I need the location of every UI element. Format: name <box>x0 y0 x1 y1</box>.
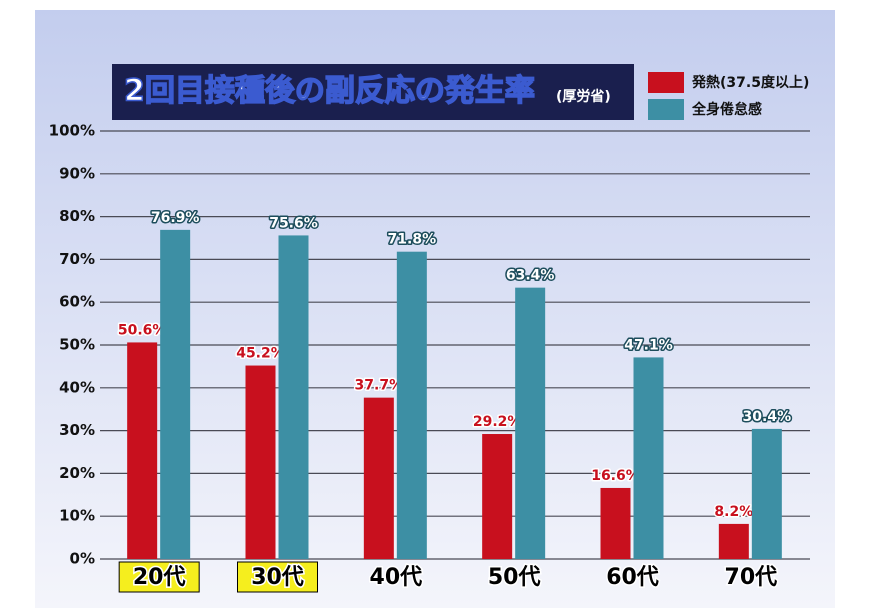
value-label: 47.1% <box>624 337 673 353</box>
chart-subtitle: (厚労省) <box>556 88 611 105</box>
legend-label: 全身倦怠感 <box>691 101 762 118</box>
y-tick-label: 90% <box>59 164 95 182</box>
bar <box>718 523 749 559</box>
x-tick-label: 60代 <box>606 565 659 590</box>
bar <box>160 229 191 560</box>
bar <box>278 235 309 559</box>
legend-swatch <box>648 72 684 93</box>
y-tick-label: 10% <box>59 507 95 525</box>
bar <box>396 251 427 560</box>
value-label: 76.9% <box>151 210 200 226</box>
value-label: 50.6% <box>118 322 167 338</box>
category-highlight <box>118 561 200 593</box>
bar <box>245 365 276 559</box>
bar <box>600 487 631 559</box>
x-tick-label: 50代 <box>488 565 541 590</box>
y-tick-label: 70% <box>59 250 95 268</box>
x-tick-label: 20代 <box>133 565 186 590</box>
y-tick-label: 20% <box>59 464 95 482</box>
y-tick-label: 60% <box>59 293 95 311</box>
bar <box>515 287 546 559</box>
value-label: 29.2% <box>473 414 522 430</box>
value-label: 63.4% <box>506 268 555 284</box>
bar <box>633 357 664 559</box>
value-label: 71.8% <box>388 232 437 248</box>
bar <box>482 434 513 559</box>
y-tick-label: 30% <box>59 421 95 439</box>
chart-title: 2回目接種後の副反応の発生率 <box>124 74 535 109</box>
x-tick-label: 70代 <box>725 565 778 590</box>
value-label: 45.2% <box>236 346 285 362</box>
legend-label: 発熱(37.5度以上) <box>691 74 809 91</box>
value-label: 37.7% <box>355 378 404 394</box>
y-tick-label: 100% <box>49 122 95 140</box>
y-tick-label: 80% <box>59 207 95 225</box>
value-label: 75.6% <box>269 215 318 231</box>
value-label: 8.2% <box>714 504 753 520</box>
bar <box>751 428 782 559</box>
value-label: 30.4% <box>743 409 792 425</box>
x-tick-label: 40代 <box>370 565 423 590</box>
x-tick-label: 30代 <box>251 565 304 590</box>
title-box <box>112 64 634 120</box>
value-label: 16.6% <box>591 468 640 484</box>
y-tick-label: 0% <box>70 550 95 568</box>
category-highlight <box>237 561 318 593</box>
bar <box>127 342 158 559</box>
y-tick-label: 40% <box>59 378 95 396</box>
y-tick-label: 50% <box>59 336 95 354</box>
bar <box>363 397 394 559</box>
legend-swatch <box>648 99 684 120</box>
